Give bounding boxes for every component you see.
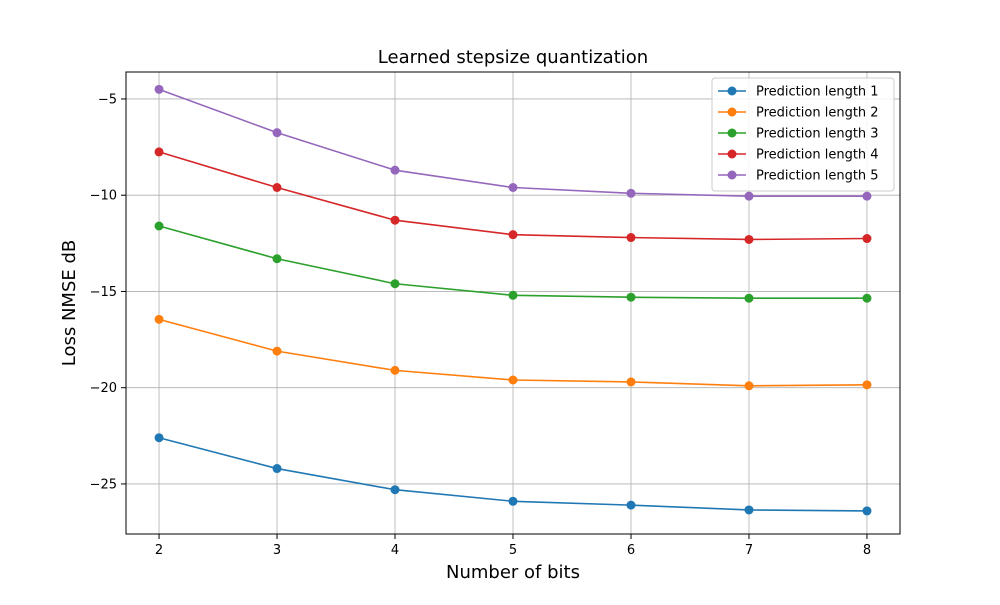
- data-point: [744, 505, 754, 515]
- data-point: [744, 234, 754, 244]
- x-tick-label: 6: [627, 543, 635, 558]
- x-tick-label: 5: [509, 543, 517, 558]
- series-4: [154, 147, 872, 244]
- data-point: [390, 165, 400, 175]
- data-point: [390, 215, 400, 225]
- y-tick-label: −5: [98, 92, 117, 107]
- x-tick-label: 8: [863, 543, 871, 558]
- data-point: [154, 433, 164, 443]
- data-point: [390, 365, 400, 375]
- data-point: [390, 485, 400, 495]
- data-point: [744, 293, 754, 303]
- data-point: [744, 381, 754, 391]
- data-point: [508, 230, 518, 240]
- y-axis-label: Loss NMSE dB: [59, 240, 80, 367]
- y-tick-label: −10: [90, 189, 117, 204]
- data-point: [272, 254, 282, 264]
- chart-title: Learned stepsize quantization: [378, 47, 648, 68]
- x-tick-label: 2: [155, 543, 163, 558]
- legend-label: Prediction length 1: [756, 85, 879, 100]
- legend-label: Prediction length 2: [756, 106, 879, 121]
- data-point: [862, 293, 872, 303]
- axis-ticks: 2 3 4 5 6 7 8 −25 −20 −15 −10 −5: [90, 92, 872, 558]
- data-point: [154, 84, 164, 94]
- data-point: [862, 380, 872, 390]
- legend-label: Prediction length 5: [756, 169, 879, 184]
- data-point: [744, 191, 754, 201]
- x-axis-label: Number of bits: [446, 562, 580, 583]
- x-tick-label: 4: [391, 543, 399, 558]
- legend-box: [711, 77, 895, 192]
- data-point: [862, 506, 872, 516]
- data-point: [154, 314, 164, 324]
- x-tick-label: 3: [273, 543, 281, 558]
- data-point: [508, 290, 518, 300]
- data-point: [272, 464, 282, 474]
- data-point: [626, 233, 636, 243]
- y-tick-label: −15: [90, 285, 117, 300]
- data-point: [272, 183, 282, 192]
- series-layer: [154, 84, 872, 516]
- legend-marker: [727, 149, 737, 159]
- data-point: [626, 500, 636, 510]
- legend: Prediction length 1 Prediction length 2 Pr…: [711, 77, 895, 192]
- data-point: [862, 191, 872, 201]
- data-point: [508, 496, 518, 506]
- legend-marker: [727, 128, 737, 138]
- legend-item: Prediction length 1: [718, 85, 879, 100]
- legend-item: Prediction length 5: [718, 169, 879, 184]
- series-1: [154, 433, 872, 516]
- data-point: [626, 377, 636, 387]
- data-point: [390, 279, 400, 289]
- data-point: [626, 188, 636, 198]
- legend-label: Prediction length 4: [756, 148, 879, 163]
- data-point: [154, 221, 164, 231]
- legend-label: Prediction length 3: [756, 127, 879, 142]
- series-5: [154, 84, 872, 201]
- y-tick-label: −25: [90, 477, 117, 492]
- legend-item: Prediction length 4: [718, 148, 879, 163]
- data-point: [508, 375, 518, 385]
- legend-item: Prediction length 3: [718, 127, 879, 142]
- series-2: [154, 314, 872, 391]
- data-point: [154, 147, 164, 157]
- data-point: [272, 128, 282, 138]
- legend-marker: [727, 107, 737, 117]
- y-tick-label: −20: [90, 381, 117, 396]
- data-point: [862, 234, 872, 244]
- legend-marker: [727, 86, 737, 96]
- legend-item: Prediction length 2: [718, 106, 879, 121]
- data-point: [508, 183, 518, 192]
- series-3: [154, 221, 872, 303]
- data-point: [272, 346, 282, 356]
- x-tick-label: 7: [745, 543, 753, 558]
- legend-marker: [727, 170, 737, 180]
- data-point: [626, 292, 636, 302]
